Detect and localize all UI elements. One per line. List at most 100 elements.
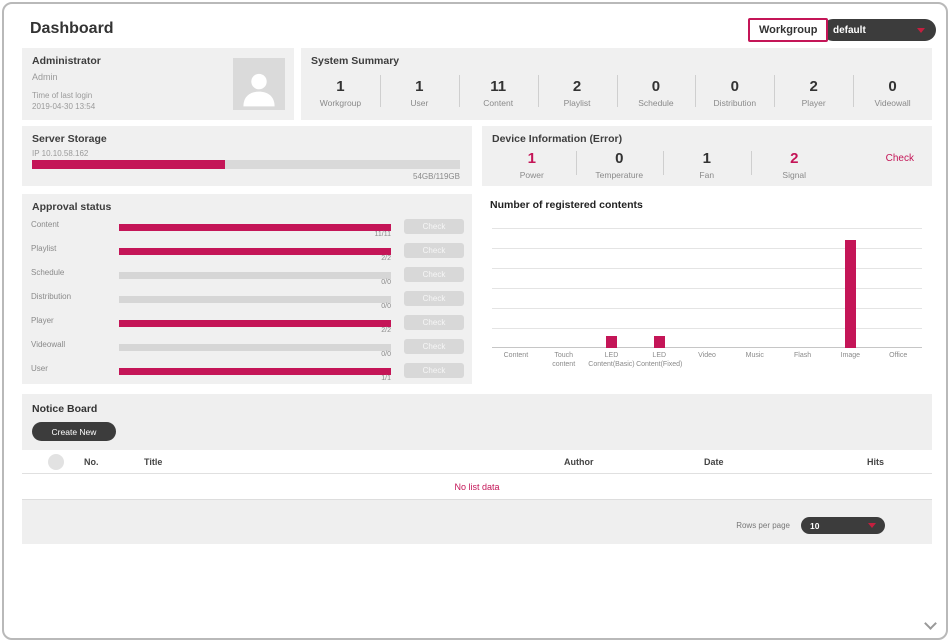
summary-stat-distribution: 0 Distribution bbox=[695, 70, 774, 116]
summary-stat-playlist: 2 Playlist bbox=[537, 70, 617, 116]
administrator-title: Administrator bbox=[32, 55, 101, 67]
approval-progress-fill bbox=[119, 368, 391, 375]
approval-row-distribution: Distribution 0/0 Check bbox=[22, 287, 472, 311]
approval-value: 2/2 bbox=[381, 327, 391, 334]
avatar bbox=[233, 58, 285, 110]
stat-label: Content bbox=[483, 98, 514, 108]
check-button[interactable]: Check bbox=[404, 363, 464, 378]
rows-per-page-select[interactable]: 10 bbox=[801, 517, 885, 534]
workgroup-select[interactable]: default bbox=[822, 19, 936, 41]
approval-progress-fill bbox=[119, 248, 391, 255]
admin-name: Admin bbox=[32, 72, 58, 82]
registered-contents-panel: Number of registered contents Content To… bbox=[482, 194, 932, 384]
approval-progress-bar bbox=[119, 320, 391, 327]
administrator-panel: Administrator Admin Time of last login 2… bbox=[22, 48, 294, 120]
check-button[interactable]: Check bbox=[404, 243, 464, 258]
x-tick-label: Touch content bbox=[552, 352, 576, 368]
stat-value: 11 bbox=[490, 78, 507, 95]
chart-bar bbox=[653, 336, 665, 348]
user-icon bbox=[243, 73, 275, 107]
page-title: Dashboard bbox=[30, 20, 114, 37]
summary-stat-videowall: 0 Videowall bbox=[853, 70, 932, 116]
chart-column bbox=[635, 228, 683, 348]
device-stat-temperature: 0 Temperature bbox=[575, 146, 664, 184]
column-author: Author bbox=[564, 457, 594, 467]
notice-table-header: No. Title Author Date Hits bbox=[22, 450, 932, 474]
check-button[interactable]: Check bbox=[404, 219, 464, 234]
stat-value: 2 bbox=[809, 78, 818, 95]
notice-board-title: Notice Board bbox=[32, 403, 98, 415]
chart-x-labels: Content Touch content LED Content(Basic)… bbox=[492, 352, 922, 370]
system-summary-panel: System Summary 1 Workgroup 1 User 11 Conten… bbox=[301, 48, 932, 120]
check-button[interactable]: Check bbox=[404, 315, 464, 330]
column-date: Date bbox=[704, 457, 724, 467]
summary-stat-player: 2 Player bbox=[774, 70, 853, 116]
last-login-value: 2019-04-30 13:54 bbox=[32, 102, 96, 111]
summary-stat-workgroup: 1 Workgroup bbox=[301, 70, 380, 116]
x-tick-label: Video bbox=[698, 352, 716, 359]
empty-list-message: No list data bbox=[22, 474, 932, 500]
stat-label: Player bbox=[801, 98, 826, 108]
approval-value: 0/0 bbox=[381, 351, 391, 358]
system-summary-stats: 1 Workgroup 1 User 11 Content 2 Playlist 0 Sc… bbox=[301, 70, 932, 116]
workgroup-label: Workgroup bbox=[748, 18, 829, 42]
create-new-button[interactable]: Create New bbox=[32, 422, 116, 441]
chart-column bbox=[874, 228, 922, 348]
stat-label: Power bbox=[519, 170, 544, 180]
stat-value: 0 bbox=[888, 78, 897, 95]
server-storage-panel: Server Storage IP 10.10.58.162 54GB/119G… bbox=[22, 126, 472, 186]
device-stat-power: 1 Power bbox=[488, 146, 576, 184]
storage-progress-bar bbox=[32, 160, 460, 169]
stat-value: 0 bbox=[651, 78, 661, 95]
notice-board-panel: Notice Board Create New No. Title Author… bbox=[22, 394, 932, 544]
stat-label: User bbox=[410, 98, 429, 108]
stat-value: 2 bbox=[572, 78, 582, 95]
summary-stat-schedule: 0 Schedule bbox=[616, 70, 696, 116]
x-tick-label: Image bbox=[840, 352, 861, 359]
server-storage-title: Server Storage bbox=[32, 133, 107, 145]
approval-value: 0/0 bbox=[381, 279, 391, 286]
stat-value: 2 bbox=[790, 150, 799, 167]
rows-per-page-label: Rows per page bbox=[736, 521, 790, 530]
x-tick-label: Music bbox=[745, 352, 764, 359]
approval-row-videowall: Videowall 0/0 Check bbox=[22, 335, 472, 359]
stat-label: Workgroup bbox=[319, 98, 362, 108]
approval-row-playlist: Playlist 2/2 Check bbox=[22, 239, 472, 263]
device-stat-fan: 1 Fan bbox=[663, 146, 751, 184]
device-stat-signal: 2 Signal bbox=[750, 146, 839, 184]
column-title: Title bbox=[144, 457, 163, 467]
chart-bar bbox=[605, 336, 617, 348]
approval-label: Schedule bbox=[31, 268, 65, 277]
chart-column bbox=[540, 228, 588, 348]
approval-progress-bar bbox=[119, 296, 391, 303]
column-no: No. bbox=[84, 457, 99, 467]
approval-status-panel: Approval status Content 11/11 Check Play… bbox=[22, 194, 472, 384]
check-button[interactable]: Check bbox=[404, 291, 464, 306]
stat-value: 0 bbox=[615, 150, 624, 167]
scroll-down-icon[interactable] bbox=[924, 617, 937, 630]
approval-label: Videowall bbox=[31, 340, 66, 349]
chart-column bbox=[588, 228, 636, 348]
chart-column bbox=[826, 228, 874, 348]
approval-progress-bar bbox=[119, 248, 391, 255]
chart-column bbox=[731, 228, 779, 348]
approval-status-title: Approval status bbox=[32, 201, 112, 213]
system-summary-title: System Summary bbox=[311, 55, 400, 67]
chevron-down-icon bbox=[917, 27, 925, 33]
device-info-panel: Device Information (Error) 1 Power 0 Tempe… bbox=[482, 126, 932, 186]
approval-progress-bar bbox=[119, 368, 391, 375]
server-ip: IP 10.10.58.162 bbox=[32, 149, 89, 158]
approval-label: Distribution bbox=[31, 292, 72, 301]
stat-label: Signal bbox=[782, 170, 807, 180]
approval-label: Content bbox=[31, 220, 60, 229]
select-all-checkbox[interactable] bbox=[48, 454, 64, 470]
approval-progress-bar bbox=[119, 272, 391, 279]
check-button[interactable]: Check bbox=[404, 339, 464, 354]
device-check-link[interactable]: Check bbox=[885, 153, 914, 164]
summary-stat-user: 1 User bbox=[379, 70, 459, 116]
check-button[interactable]: Check bbox=[404, 267, 464, 282]
approval-progress-bar bbox=[119, 344, 391, 351]
stat-label: Fan bbox=[699, 170, 715, 180]
x-tick-label: LED Content(Basic) bbox=[588, 352, 635, 368]
